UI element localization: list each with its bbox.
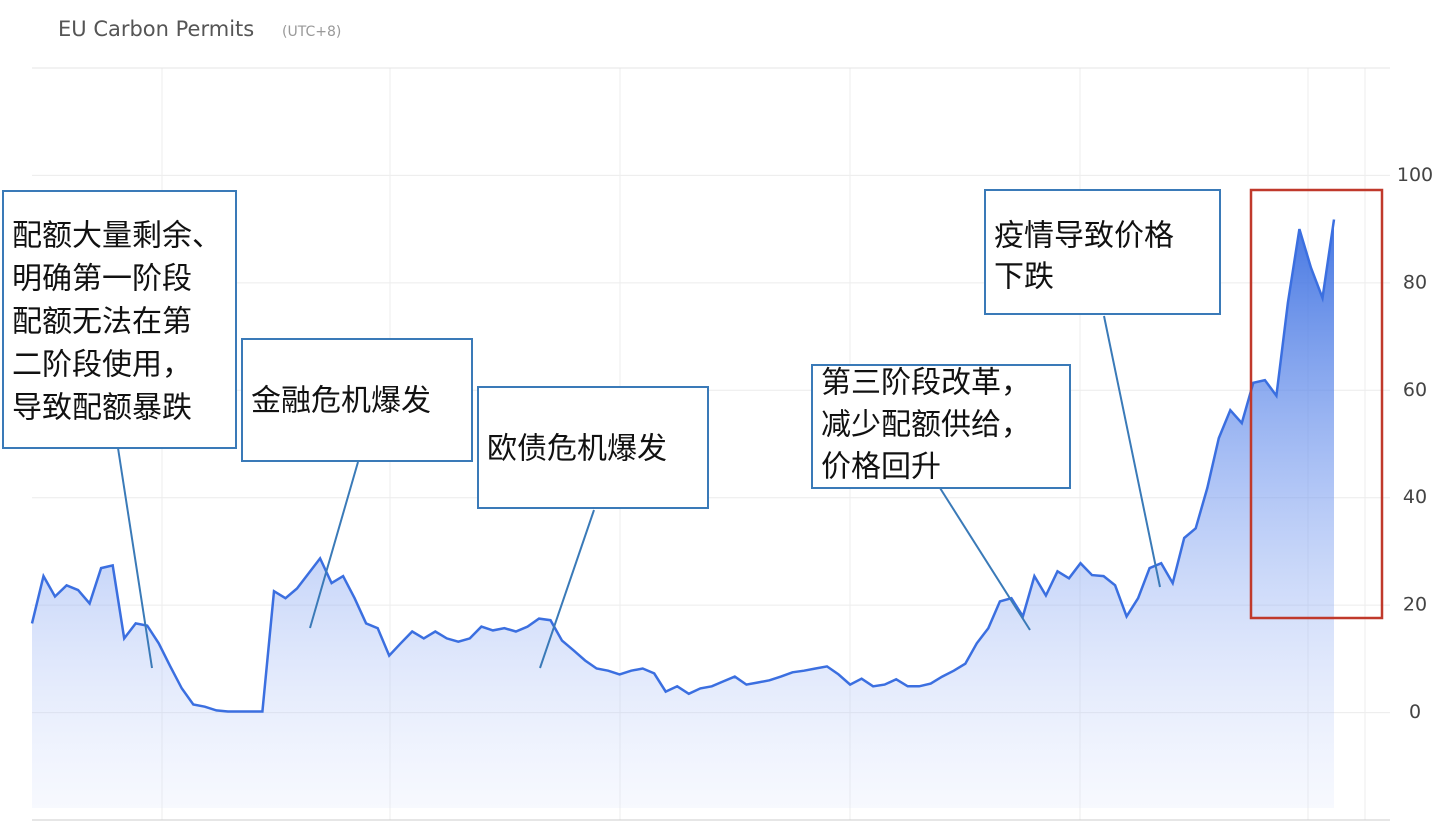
annotation-arrow (309, 461, 359, 629)
annotation-text: 疫情导致价格 (994, 219, 1174, 254)
y-tick-label: 60 (1403, 379, 1427, 401)
annotation-arrow (1103, 315, 1161, 588)
annotation-arrow (539, 509, 595, 669)
annotation-text: 第三阶段改革， (821, 366, 1031, 401)
annotation-box (811, 364, 1071, 489)
annotation-box (477, 386, 709, 509)
highlight-box (1249, 188, 1384, 620)
area-fill (32, 219, 1334, 808)
annotation-arrow (939, 487, 1031, 631)
y-tick-label: 40 (1403, 486, 1427, 508)
chart-subtitle: (UTC+8) (282, 24, 341, 40)
line (30, 219, 1336, 713)
annotation-text: 二阶段使用， (12, 348, 192, 383)
annotation-text: 配额无法在第 (12, 305, 192, 340)
annotation-arrow (117, 447, 153, 669)
annotation-text: 价格回升 (821, 450, 941, 485)
y-tick-label: 0 (1409, 701, 1421, 723)
annotation-text: 减少配额供给， (821, 408, 1031, 443)
annotation-box (984, 189, 1221, 315)
annotation-text: 金融危机爆发 (251, 384, 431, 419)
y-tick-label: 80 (1403, 271, 1427, 293)
annotation-text: 欧债危机爆发 (487, 432, 667, 467)
y-tick-label: 20 (1403, 594, 1427, 616)
annotation-text: 配额大量剩余、 (12, 219, 222, 254)
annotation-box (2, 190, 237, 449)
plot: 0 20 40 60 80 100 (30, 164, 1433, 808)
y-tick-label: 100 (1397, 164, 1433, 186)
chart-title: EU Carbon Permits (58, 17, 254, 41)
annotation-box (241, 338, 473, 462)
annotation-text: 下跌 (994, 260, 1054, 295)
annotation-text: 导致配额暴跌 (12, 391, 192, 426)
annotation-text: 明确第一阶段 (12, 262, 192, 297)
